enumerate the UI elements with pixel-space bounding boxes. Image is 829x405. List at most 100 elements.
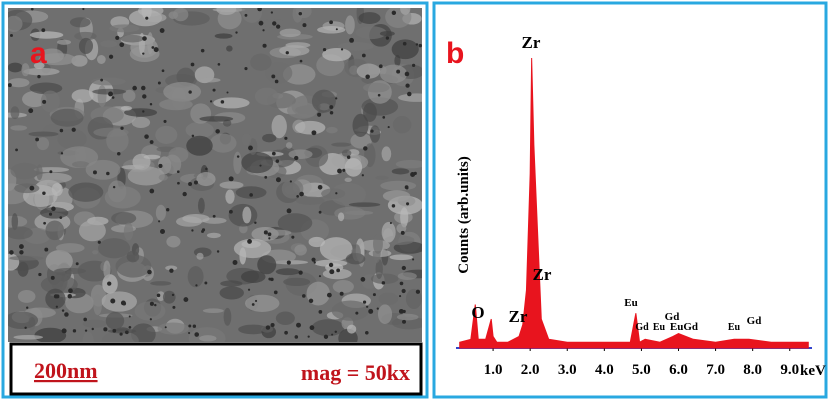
grain [197,197,205,214]
grain [165,265,178,271]
pore [220,100,225,104]
pore [402,41,407,46]
grain [279,45,310,56]
grain [381,221,396,243]
grain [373,234,383,254]
grain [265,62,293,84]
grain [45,249,73,273]
pore [263,230,268,235]
grain [8,311,39,330]
pore [183,297,189,303]
grain [29,82,63,95]
grain [158,174,168,181]
pore [144,134,149,139]
grain [51,182,63,197]
pore [29,185,35,191]
pore [335,28,338,31]
pore [335,192,338,195]
grain [233,151,242,175]
x-tick-label: 5.0 [632,362,651,378]
grain [254,87,279,106]
pore [337,168,342,174]
peak-label: Gd [665,311,680,323]
grain [157,322,189,335]
grain [50,108,84,127]
scale-bar: 200nm [34,358,98,383]
pore [61,328,67,334]
grain [196,252,204,260]
x-tick-label: 8.0 [743,362,762,378]
pore [71,127,76,132]
grain [216,8,237,15]
pore [169,268,174,273]
peak-label: Gd [747,315,762,327]
grain [375,259,383,280]
pore [153,47,159,53]
grain [9,255,44,261]
grain [10,106,20,120]
pore [59,216,63,219]
grain [350,133,372,149]
pore [55,294,60,299]
pore [355,311,359,315]
pore [335,97,338,100]
pore [406,202,410,206]
pore [418,43,422,48]
grain [363,102,377,123]
pore [257,8,262,12]
pore [298,11,303,16]
grain [398,93,422,102]
pore [26,306,29,309]
grain [134,301,166,321]
pore [30,8,34,11]
grain [381,146,392,162]
grain [69,17,91,28]
pore [387,126,390,129]
grain [34,327,67,342]
grain [115,254,152,278]
pore [212,214,216,218]
grain [22,91,47,108]
pore [399,295,402,298]
pore [112,328,117,333]
pore [147,269,152,275]
grain [8,78,30,88]
grain [186,135,213,156]
grain [101,291,137,312]
pore [15,148,18,152]
grain [147,32,154,55]
grain [311,89,336,113]
pore [82,8,85,11]
pore [401,265,406,271]
grain [101,331,139,342]
pore [235,31,238,34]
pore [309,325,315,331]
pore [149,188,155,194]
grain [321,188,346,199]
pore [404,71,410,77]
grain [391,316,422,330]
grain [238,324,268,335]
grain [355,26,387,40]
peak-label: Zr [522,33,541,52]
panel-label: a [30,37,47,70]
grain [17,289,36,303]
pore [308,298,314,304]
x-tick-label: 9.0 [780,362,799,378]
grain [11,213,19,231]
grain [377,304,393,324]
pore [342,168,346,172]
grain [36,164,43,181]
grain [173,8,189,22]
pore [97,240,101,244]
grain [141,8,152,20]
pore [51,206,56,212]
grain [8,226,33,240]
pore [106,171,110,176]
grain [123,222,134,241]
pore [318,210,322,214]
grain [45,288,66,310]
pore [111,96,115,99]
x-tick-label: 3.0 [558,362,577,378]
grain [78,37,94,54]
